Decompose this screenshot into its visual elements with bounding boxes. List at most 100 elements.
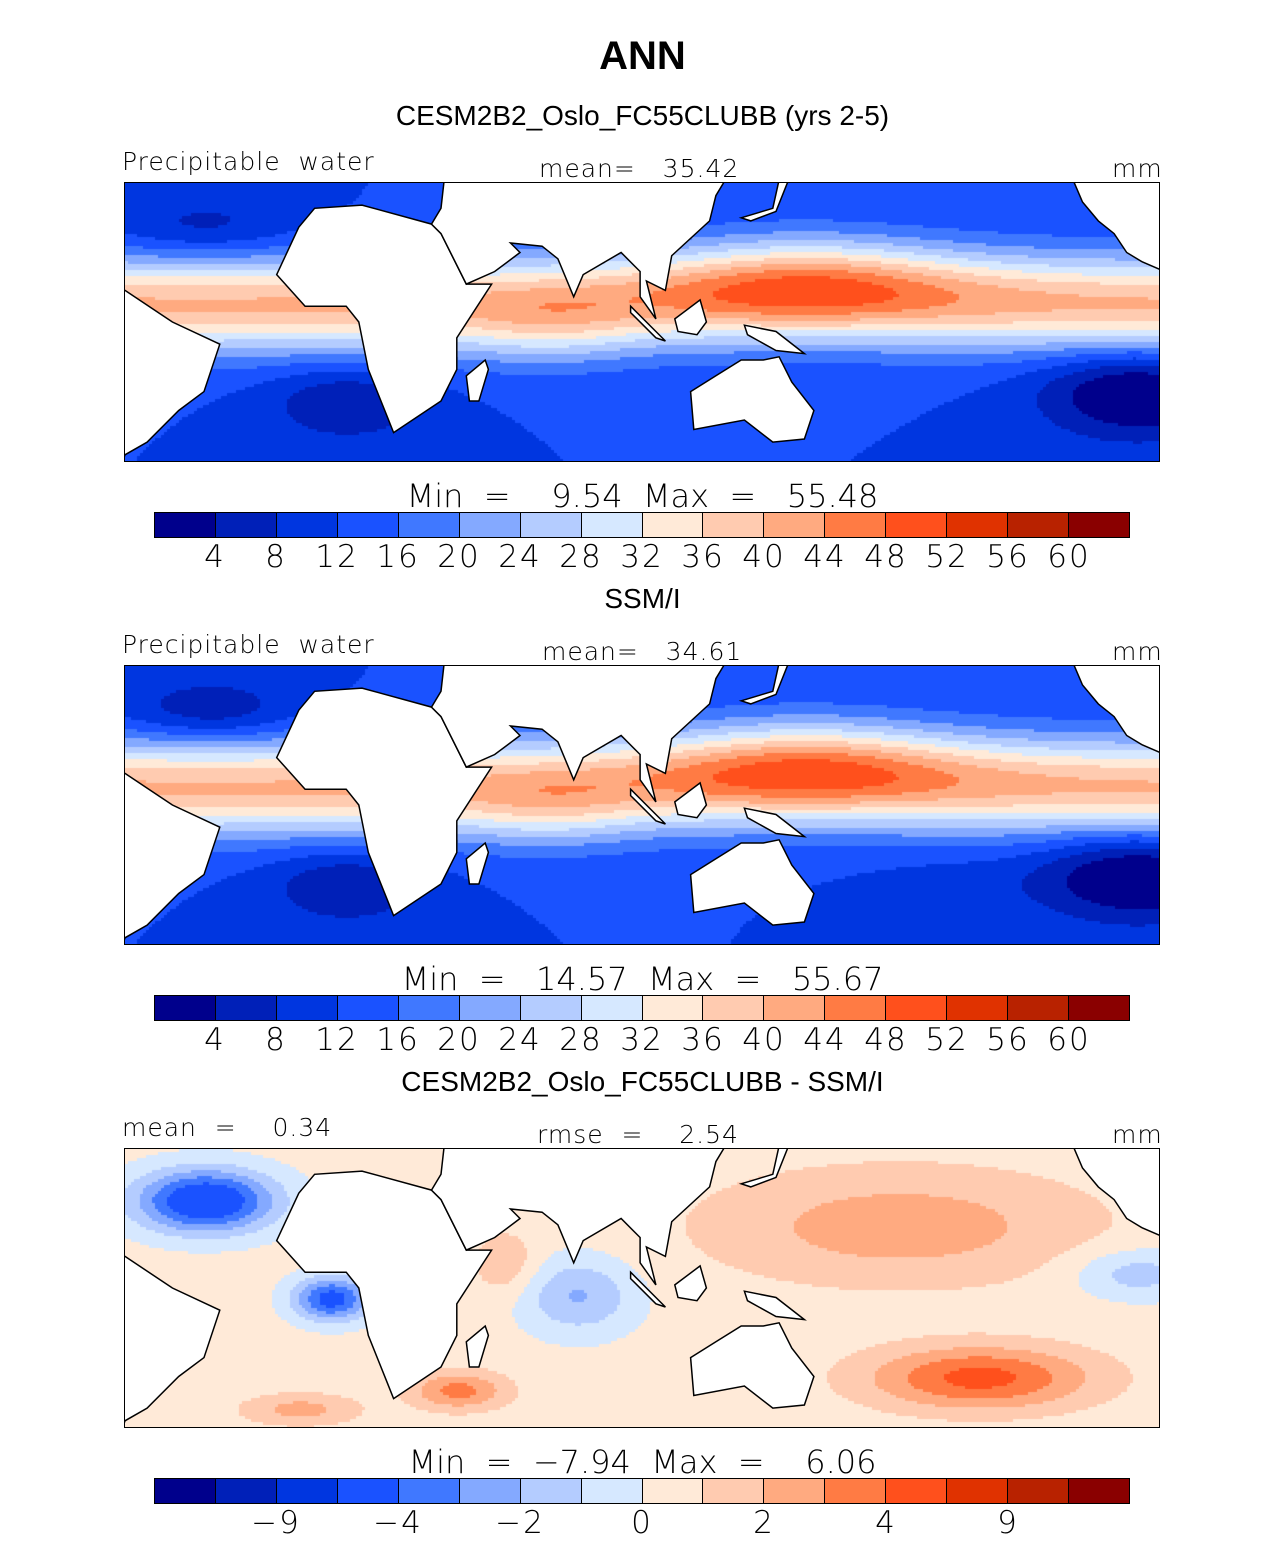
colorbar-tick-label: 8 (265, 1022, 287, 1058)
contour-map (124, 1148, 1160, 1428)
colorbar-tick-label: 20 (437, 539, 481, 575)
colorbar-tick-label: 12 (315, 539, 359, 575)
colorbar-tick-label: 9 (997, 1505, 1019, 1541)
colorbar-swatch (581, 996, 643, 1020)
landmass (125, 289, 221, 458)
colorbar-swatch (703, 513, 765, 537)
colorbar-tick-label: 32 (620, 1022, 664, 1058)
colorbar-swatch (764, 996, 826, 1020)
colorbar-swatch (459, 1479, 521, 1503)
landmass (125, 772, 221, 941)
colorbar-swatch (398, 996, 460, 1020)
colorbar-swatch (155, 1479, 216, 1503)
units-label: mm (1112, 1120, 1163, 1149)
landmass (673, 1264, 708, 1302)
coastlines (125, 666, 1159, 941)
min-max-label: Min = 9.54 Max = 55.48 (406, 477, 879, 515)
landmass (689, 838, 815, 926)
panel-center-label: mean= 35.42 (539, 154, 740, 183)
colorbar-swatch (337, 513, 399, 537)
landmass (673, 298, 708, 336)
colorbar-swatch (1069, 996, 1129, 1020)
colorbar-swatch (215, 996, 277, 1020)
landmass (743, 1290, 807, 1321)
colorbar-swatch (947, 996, 1009, 1020)
landmass (738, 183, 789, 222)
colorbar-tick-label: 60 (1047, 1022, 1091, 1058)
panel-subtitle: CESM2B2_Oslo_FC55CLUBB (yrs 2-5) (395, 100, 890, 131)
colorbar-swatch (337, 996, 399, 1020)
panel-center-label: mean= 34.61 (542, 637, 743, 666)
colorbar-swatch (337, 1479, 399, 1503)
colorbar-tick-label: 4 (204, 539, 226, 575)
panel-left-label: mean = 0.34 (122, 1113, 333, 1142)
colorbar-tick-label: 44 (803, 539, 847, 575)
colorbar-swatch (764, 513, 826, 537)
colorbar-swatch (1069, 513, 1129, 537)
colorbar-swatch (703, 996, 765, 1020)
panel-left-label: Precipitable water (122, 147, 375, 176)
colorbar-swatch (825, 1479, 887, 1503)
colorbar-swatch (1008, 513, 1070, 537)
colorbar-swatch (886, 1479, 948, 1503)
colorbar-swatch (459, 513, 521, 537)
colorbar-swatch (703, 1479, 765, 1503)
colorbar-swatch (947, 513, 1009, 537)
colorbar-swatch (155, 513, 216, 537)
colorbar-tick-label: 48 (864, 539, 908, 575)
colorbar-swatch (459, 996, 521, 1020)
colorbar-ticks: 4 8 12 16 20 24 28 32 36 40 44 48 52 56 60 (154, 1022, 1130, 1058)
colorbar-tick-label: 0 (631, 1505, 653, 1541)
coastlines (125, 183, 1159, 458)
landmass (465, 358, 490, 402)
colorbar-tick-label: 52 (925, 539, 969, 575)
units-label: mm (1112, 637, 1163, 666)
coastlines (125, 1149, 1159, 1424)
landmass (629, 1270, 666, 1308)
colorbar-tick-label: 40 (742, 1022, 786, 1058)
colorbar-swatch (764, 1479, 826, 1503)
colorbar (154, 1478, 1130, 1504)
landmass (689, 355, 815, 443)
colorbar-tick-label: 8 (265, 539, 287, 575)
colorbar-tick-label: 52 (925, 1022, 969, 1058)
landmass (689, 1321, 815, 1409)
landmass (673, 781, 708, 819)
colorbar-swatch (520, 996, 582, 1020)
landmass (275, 204, 493, 434)
units-label: mm (1112, 154, 1163, 183)
landmass (1073, 1149, 1159, 1236)
colorbar-tick-label: −4 (373, 1505, 423, 1541)
landmass (125, 1255, 221, 1424)
colorbar-ticks: 4 8 12 16 20 24 28 32 36 40 44 48 52 56 60 (154, 539, 1130, 575)
landmass (738, 666, 789, 705)
landmass (275, 687, 493, 917)
colorbar-swatch (947, 1479, 1009, 1503)
contour-map (124, 665, 1160, 945)
colorbar-tick-label: 4 (875, 1505, 897, 1541)
colorbar-swatch (398, 1479, 460, 1503)
colorbar-tick-label: 12 (315, 1022, 359, 1058)
landmass (430, 183, 725, 320)
landmass (743, 324, 807, 355)
colorbar-swatch (1008, 996, 1070, 1020)
landmass (1073, 183, 1159, 270)
panel-center-label: rmse = 2.54 (537, 1120, 739, 1149)
min-max-label: Min = 14.57 Max = 55.67 (401, 960, 884, 998)
landmass (430, 666, 725, 803)
panel-left-label: Precipitable water (122, 630, 375, 659)
colorbar-tick-label: 16 (376, 539, 420, 575)
colorbar-swatch (581, 513, 643, 537)
colorbar-tick-label: 48 (864, 1022, 908, 1058)
colorbar-swatch (215, 513, 277, 537)
colorbar-tick-label: 56 (986, 539, 1030, 575)
colorbar-tick-label: 20 (437, 1022, 481, 1058)
colorbar-tick-label: 4 (204, 1022, 226, 1058)
colorbar-swatch (642, 513, 704, 537)
colorbar-tick-label: 56 (986, 1022, 1030, 1058)
colorbar-swatch (276, 996, 338, 1020)
colorbar-swatch (642, 996, 704, 1020)
landmass (465, 841, 490, 885)
landmass (743, 807, 807, 838)
colorbar-swatch (398, 513, 460, 537)
